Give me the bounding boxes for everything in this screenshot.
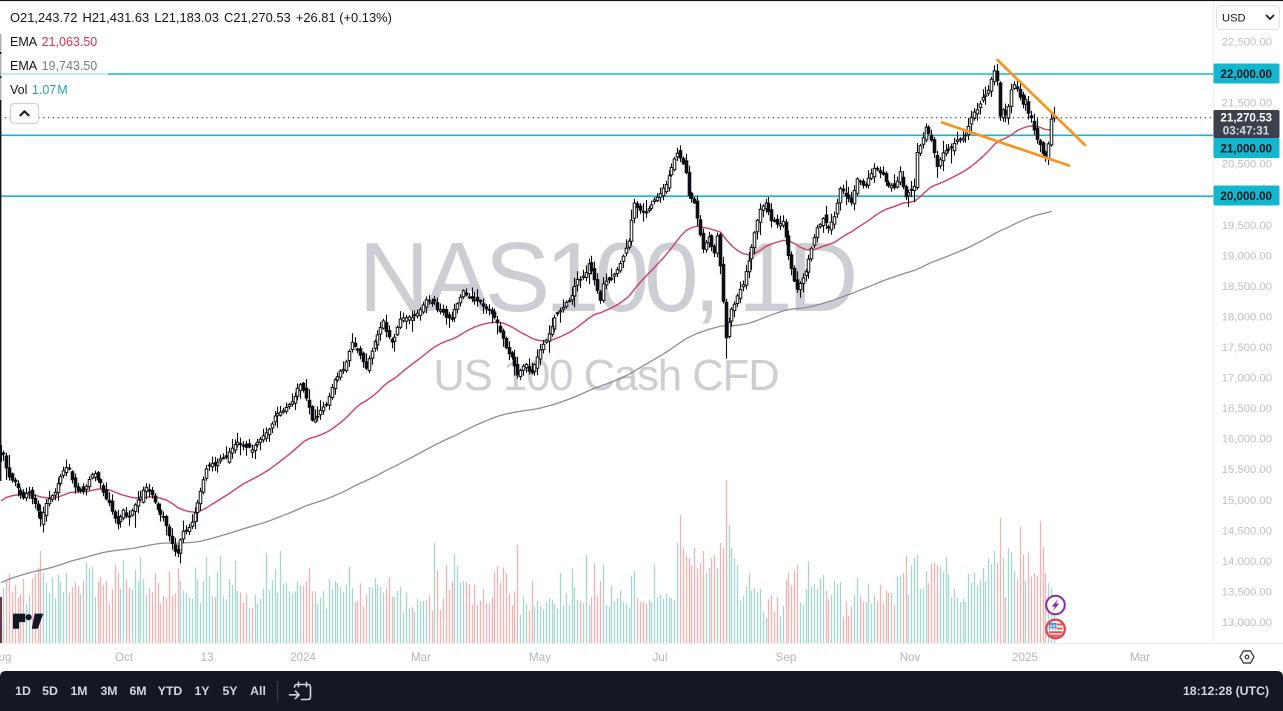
svg-text:14,000.00: 14,000.00: [1222, 556, 1272, 568]
svg-text:19,500.00: 19,500.00: [1222, 220, 1272, 232]
svg-text:21,270.53: 21,270.53: [1220, 112, 1272, 125]
svg-text:Nov: Nov: [900, 651, 921, 664]
svg-text:May: May: [529, 651, 551, 664]
svg-text:18:12:28 (UTC): 18:12:28 (UTC): [1183, 684, 1269, 698]
svg-text:21,000.00: 21,000.00: [1220, 143, 1272, 156]
svg-text:3M: 3M: [100, 684, 117, 698]
svg-text:19,000.00: 19,000.00: [1222, 250, 1272, 262]
svg-text:2025: 2025: [1012, 651, 1038, 664]
svg-text:18,500.00: 18,500.00: [1222, 281, 1272, 293]
svg-text:All: All: [250, 684, 266, 698]
svg-text:1Y: 1Y: [194, 684, 209, 698]
svg-text:Jul: Jul: [653, 651, 668, 664]
svg-text:16,000.00: 16,000.00: [1222, 434, 1272, 446]
svg-text:17,000.00: 17,000.00: [1222, 373, 1272, 385]
svg-text:13: 13: [201, 651, 214, 664]
svg-text:16,500.00: 16,500.00: [1222, 403, 1272, 415]
svg-text:15,000.00: 15,000.00: [1222, 495, 1272, 507]
svg-text:Vol 1.07 M: Vol 1.07 M: [10, 83, 68, 97]
svg-text:20,500.00: 20,500.00: [1222, 159, 1272, 171]
svg-text:21,500.00: 21,500.00: [1222, 98, 1272, 110]
svg-text:O21,243.72 H21,431.63 L21,18: O21,243.72 H21,431.63 L21,183.03 C21,270…: [10, 10, 392, 25]
svg-text:2024: 2024: [290, 651, 316, 664]
svg-text:03:47:31: 03:47:31: [1223, 125, 1270, 138]
svg-text:13,000.00: 13,000.00: [1222, 617, 1272, 629]
svg-text:EMA 21,063.50: EMA 21,063.50: [10, 35, 97, 49]
svg-text:ug: ug: [0, 651, 11, 664]
svg-text:6M: 6M: [129, 684, 146, 698]
svg-text:US 100 Cash CFD: US 100 Cash CFD: [433, 352, 778, 400]
svg-text:13,500.00: 13,500.00: [1222, 586, 1272, 598]
svg-text:5D: 5D: [42, 684, 58, 698]
svg-text:17,500.00: 17,500.00: [1222, 342, 1272, 354]
svg-text:20,000.00: 20,000.00: [1220, 190, 1272, 203]
svg-text:EMA 19,743.50: EMA 19,743.50: [10, 59, 97, 73]
svg-text:Mar: Mar: [1130, 651, 1150, 664]
svg-text:1D: 1D: [15, 684, 31, 698]
svg-text:USD: USD: [1222, 12, 1246, 24]
svg-text:Sep: Sep: [776, 651, 797, 664]
svg-text:YTD: YTD: [158, 684, 183, 698]
svg-text:15,500.00: 15,500.00: [1222, 464, 1272, 476]
svg-text:14,500.00: 14,500.00: [1222, 525, 1272, 537]
svg-text:Mar: Mar: [411, 651, 431, 664]
svg-text:5Y: 5Y: [222, 684, 237, 698]
svg-text:22,000.00: 22,000.00: [1220, 68, 1272, 81]
svg-text:1M: 1M: [70, 684, 87, 698]
svg-text:22,500.00: 22,500.00: [1222, 37, 1272, 49]
svg-text:Oct: Oct: [115, 651, 134, 664]
svg-text:18,000.00: 18,000.00: [1222, 311, 1272, 323]
